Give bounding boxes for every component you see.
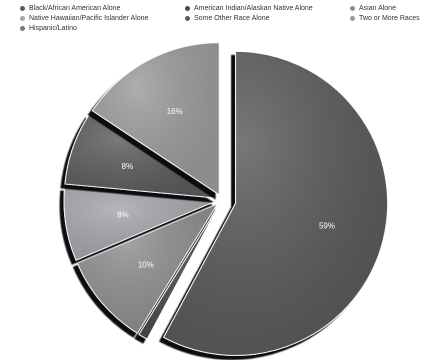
pie-slice-shading [64,186,217,261]
slice-data-label: 16% [167,107,183,116]
legend-swatch [20,16,25,21]
legend-item: Native Hawaiian/Pacific Islander Alone [20,15,148,22]
pie-slice-shading [64,114,217,199]
legend-item: American Indian/Alaskan Native Alone [185,5,313,12]
legend-swatch [20,26,25,31]
pie-slice [91,42,220,196]
slice-data-label: 8% [117,210,129,219]
legend-item: Black/African American Alone [20,5,120,12]
legend-swatch [20,6,25,11]
legend-swatch [185,6,190,11]
legend-swatch [185,16,190,21]
pie-slice-shading [92,42,220,195]
pie-slice [64,113,217,199]
legend-item: Asian Alone [350,5,396,12]
legend-label: American Indian/Alaskan Native Alone [194,5,313,12]
legend-label: Some Other Race Alone [194,15,270,22]
legend-item: Some Other Race Alone [185,15,270,22]
legend-swatch [350,16,355,21]
slice-data-label: 59% [319,222,335,231]
legend-label: Hispanic/Latino [29,25,77,32]
pie-slice-shading [77,203,218,334]
legend-item: Two or More Races [350,15,420,22]
slice-data-label: 10% [138,260,154,269]
pie-slice [76,202,219,334]
legend-item: Hispanic/Latino [20,25,77,32]
pie-slice-shading [163,51,388,356]
legend-label: Two or More Races [359,15,420,22]
slice-data-label: 8% [122,162,134,171]
pie-slice [138,204,220,340]
pie-slice [162,50,389,356]
pie-slice [63,186,217,261]
pie-slice-shading [138,205,219,340]
legend-label: Native Hawaiian/Pacific Islander Alone [29,15,149,22]
legend-label: Asian Alone [359,5,396,12]
legend: Black/African American Alone American Ind… [0,0,425,40]
legend-label: Black/African American Alone [29,5,121,12]
legend-swatch [350,6,355,11]
